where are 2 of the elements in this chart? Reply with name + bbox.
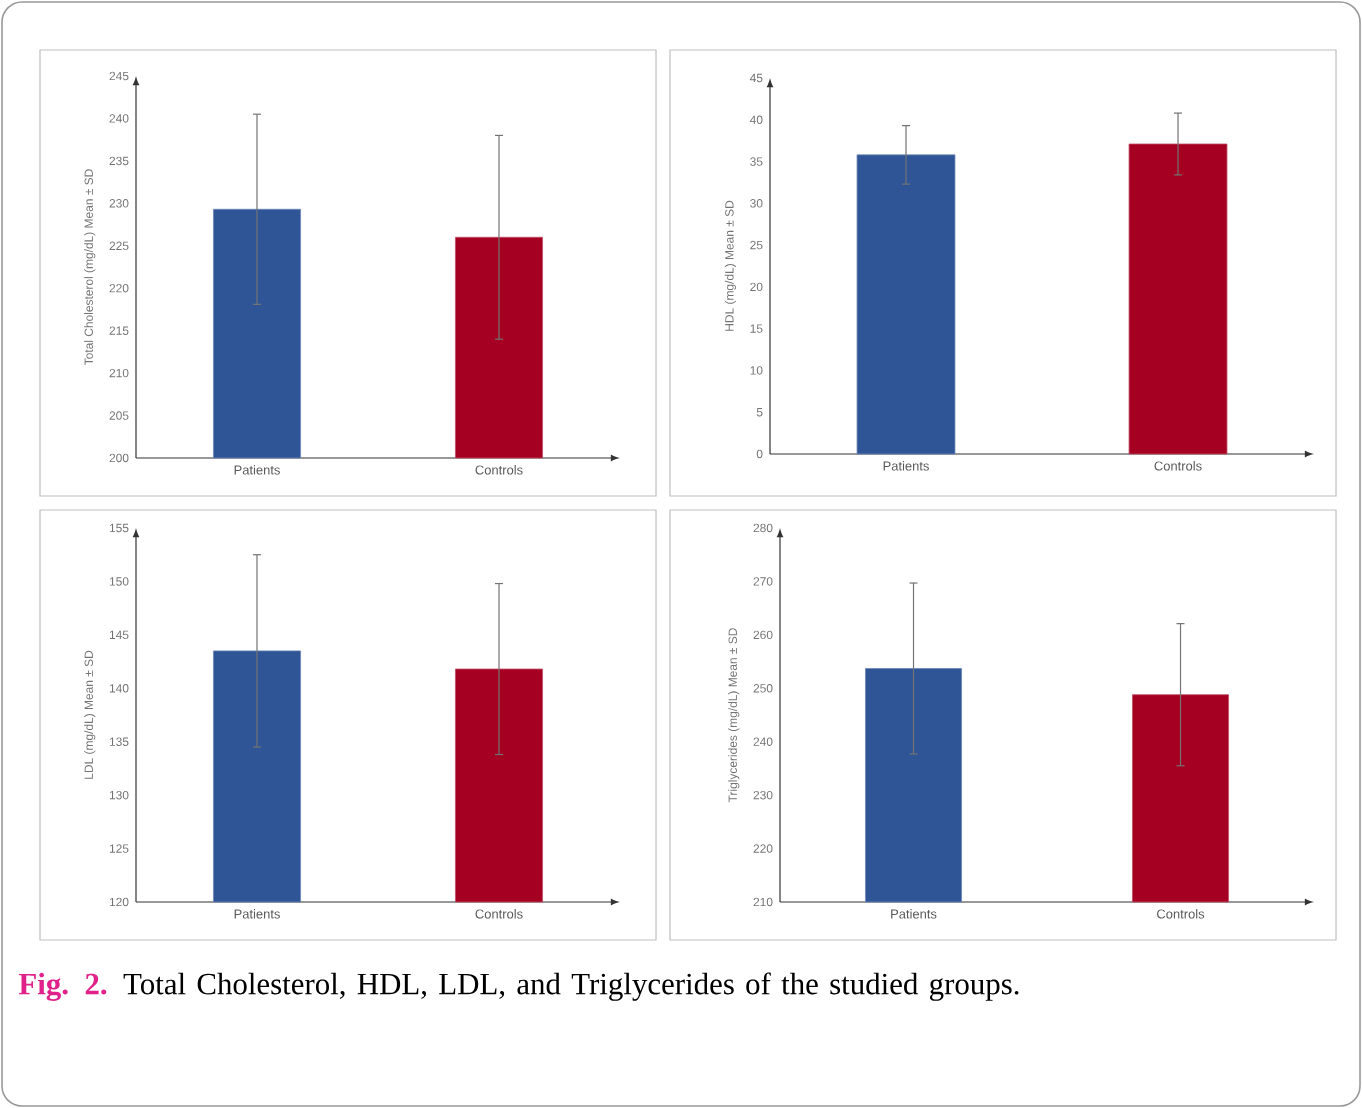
text: Total Cholesterol, HDL, LDL, and Triglycerides of the studied groups.: [123, 972, 1019, 1001]
caption: Fig. 2.: [18, 972, 107, 1001]
